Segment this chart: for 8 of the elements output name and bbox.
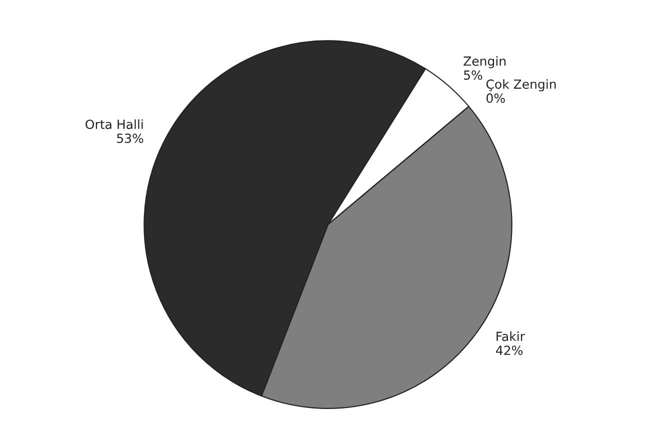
- slice-label: Orta Halli: [86, 119, 143, 130]
- slice-label: Zengin: [464, 56, 506, 68]
- text: 0%: [486, 93, 505, 103]
- slice-label: Fakir: [496, 331, 525, 342]
- category-label: Çok Zengin: [486, 79, 556, 92]
- data-label: 42%: [496, 346, 522, 356]
- data-label: 53%: [117, 134, 144, 144]
- data-label: 5%: [464, 70, 482, 80]
